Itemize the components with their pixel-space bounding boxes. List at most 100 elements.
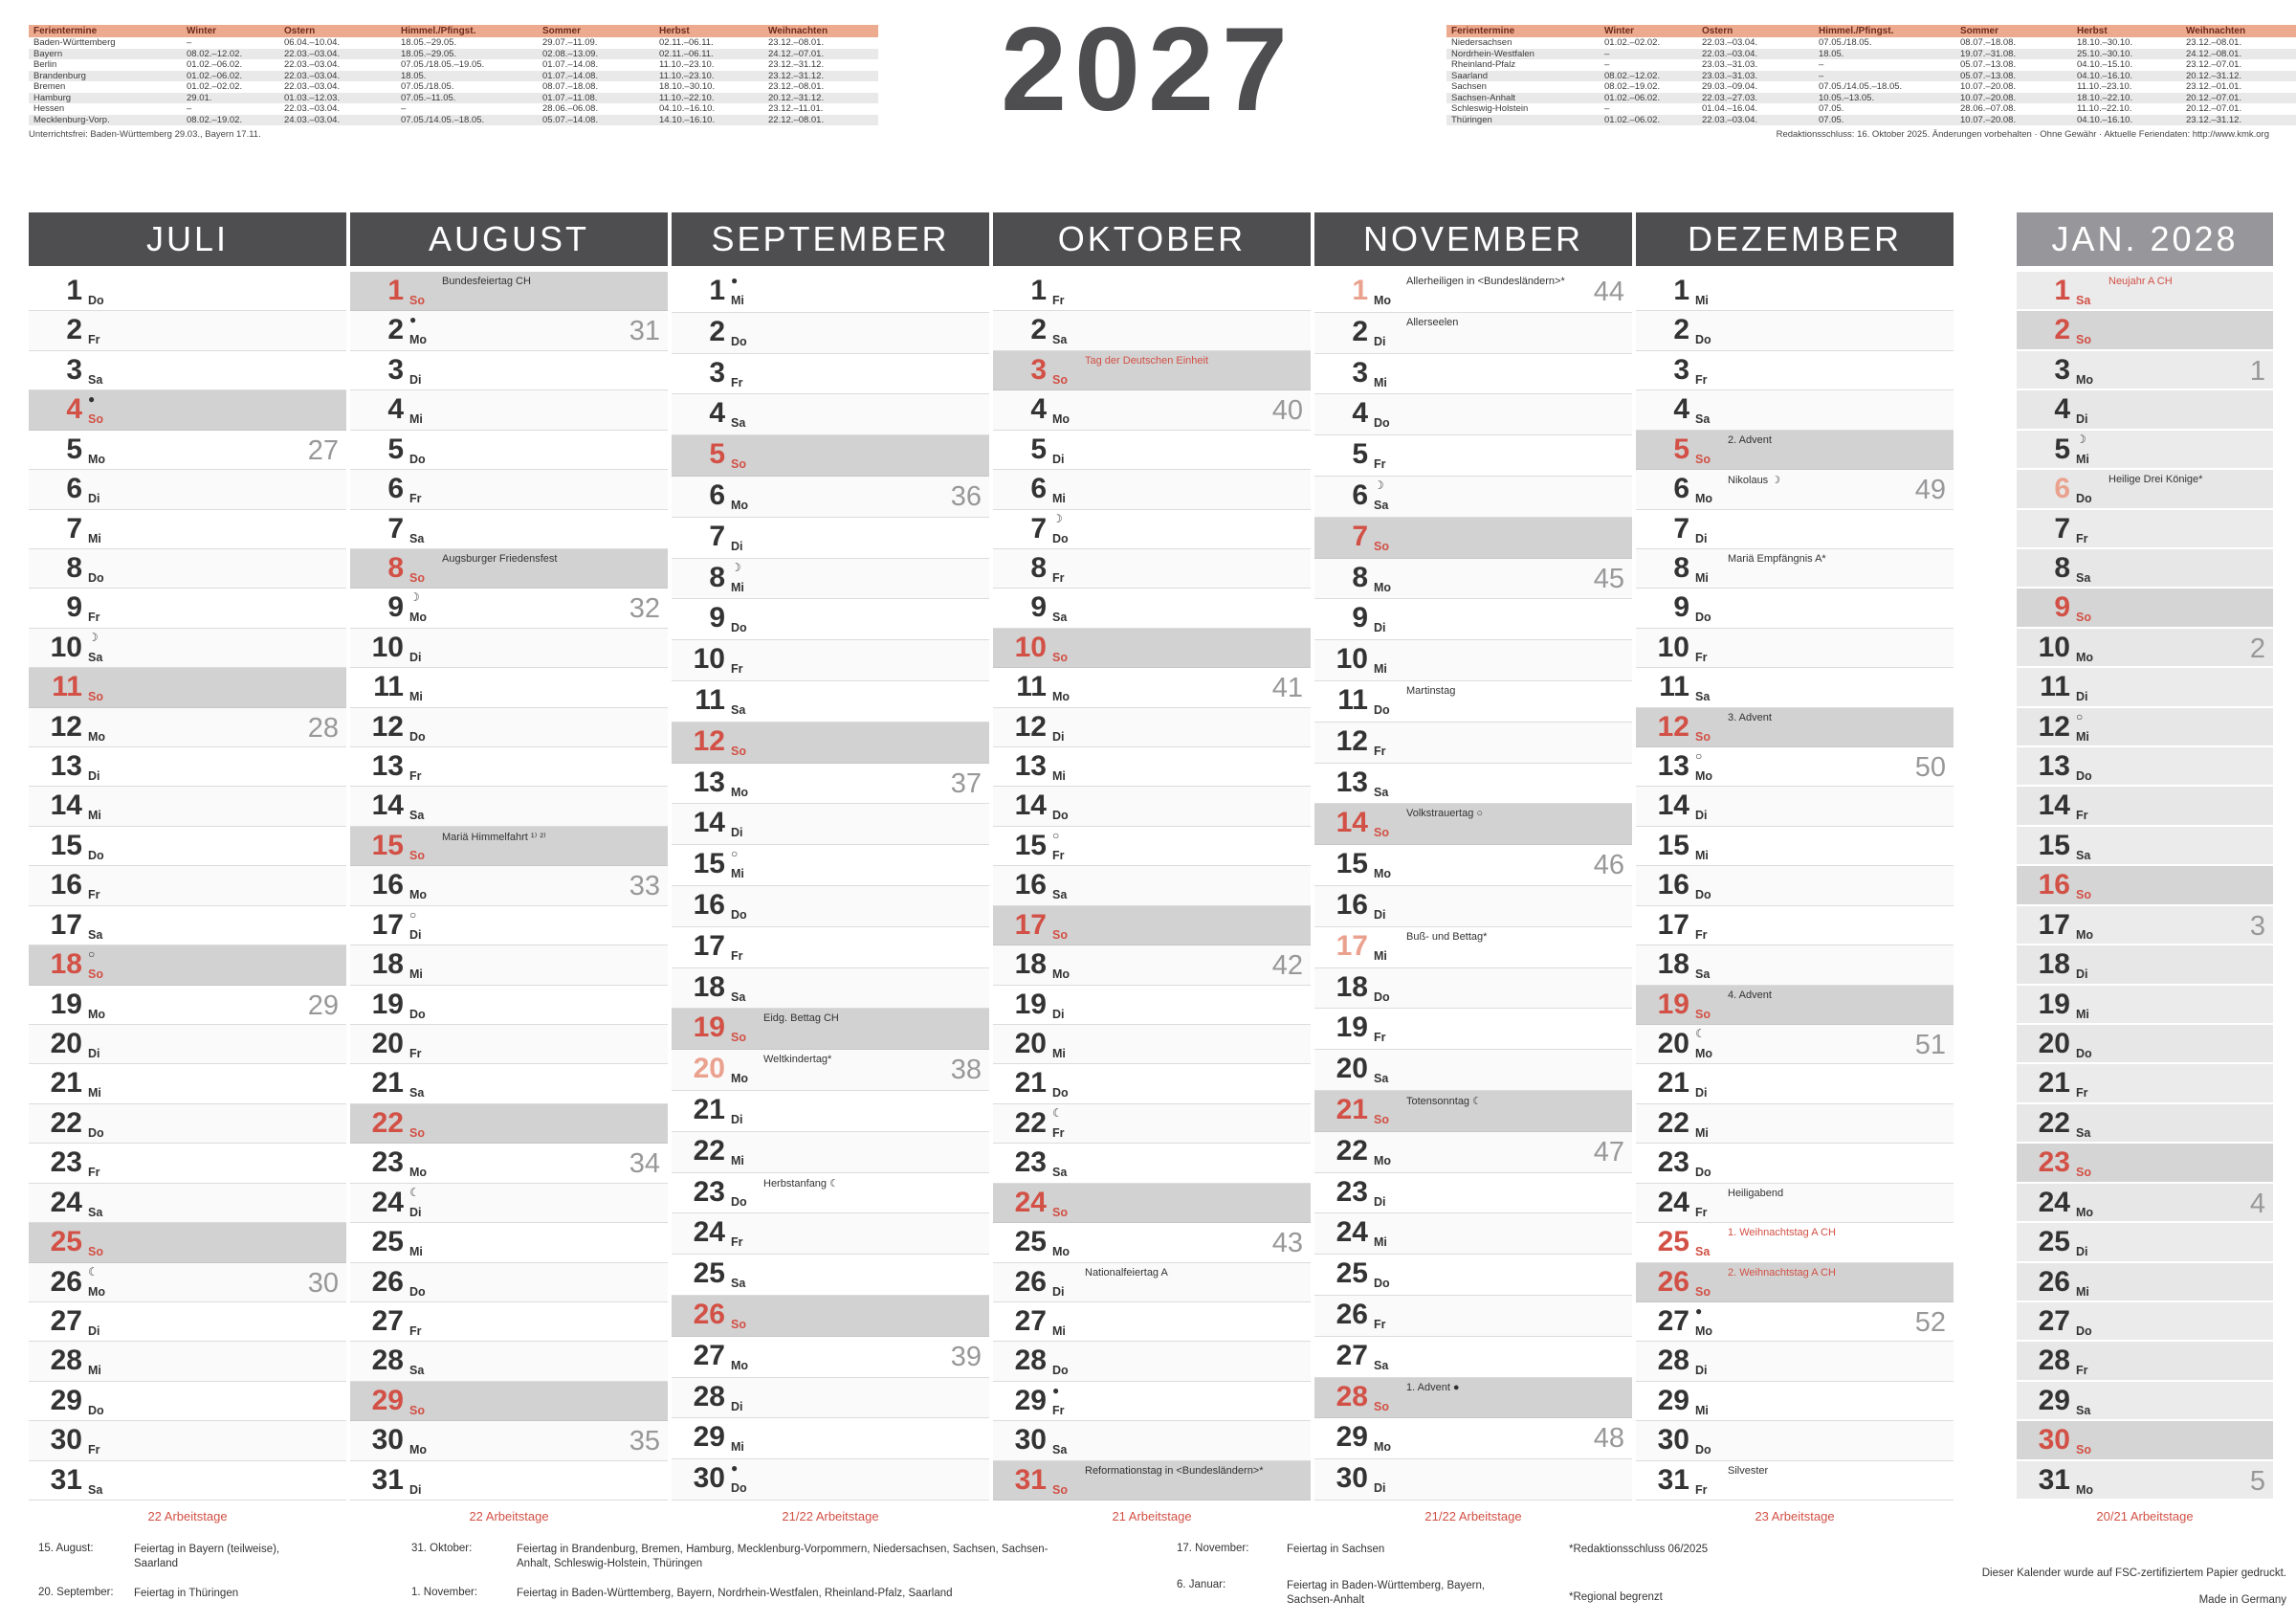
day-number: 23	[1657, 1146, 1689, 1179]
day-number: 12	[1336, 724, 1368, 757]
weekday-abbr: Mo	[731, 785, 749, 799]
weekday-abbr: Mo	[88, 1007, 106, 1021]
weekday-stack: Fr	[1694, 1465, 1727, 1497]
week-number: 3	[2249, 910, 2265, 942]
day-number: 12	[1014, 710, 1047, 743]
weekday-stack: Sa	[2075, 1108, 2108, 1140]
week-number: 34	[629, 1148, 660, 1180]
table-header-cell: Weihnachten	[763, 25, 878, 37]
day-row: 22 Sa	[2017, 1103, 2273, 1145]
day-number: 11	[695, 683, 725, 716]
month-column-november: NOVEMBER 1 Mo Allerheiligen in <Bundeslände…	[1314, 212, 1632, 1501]
week-number: 35	[629, 1426, 660, 1457]
day-row: 21 Di	[672, 1090, 989, 1132]
weekday-abbr: Mo	[409, 888, 428, 902]
day-number: 12	[693, 724, 725, 757]
weekday-stack: So	[1051, 633, 1084, 664]
weekday-stack: Do	[1051, 1068, 1084, 1100]
made-in-germany-note: Made in Germany	[2198, 1594, 2286, 1606]
weekday-stack: Sa	[1051, 1147, 1084, 1179]
day-number: 4	[709, 397, 725, 430]
moon-phase-icon: ☽	[88, 630, 99, 644]
day-row: 24 Mi	[1314, 1213, 1632, 1256]
weekday-abbr: So	[409, 570, 425, 585]
day-number: 26	[2038, 1265, 2070, 1298]
day-row: 12 Fr	[1314, 722, 1632, 764]
day-number: 13	[50, 750, 82, 783]
weekday-stack: Sa	[408, 790, 441, 822]
weekday-stack: So	[1373, 808, 1405, 839]
holiday-range: 07.05./14.05.–18.05.	[396, 114, 538, 125]
weekday-stack: So	[2075, 870, 2108, 901]
day-row: 10 Fr	[672, 640, 989, 681]
weekday-stack: Fr	[1373, 1012, 1405, 1044]
month-header: JULI	[29, 212, 346, 266]
day-number: 26	[1336, 1298, 1368, 1330]
holiday-label: Heiligabend	[1728, 1187, 1784, 1199]
workdays-count: 20/21 Arbeitstage	[2096, 1509, 2194, 1523]
day-number: 11	[373, 671, 404, 703]
day-number: 27	[2038, 1304, 2070, 1337]
week-number: 29	[307, 989, 339, 1021]
day-number: 24	[371, 1186, 404, 1218]
weekday-abbr: Mo	[409, 611, 428, 625]
day-number: 7	[66, 512, 82, 545]
day-number: 9	[1352, 602, 1368, 634]
day-row: 31 Fr Silvester	[1636, 1460, 1954, 1501]
day-row: 17 Mo 3	[2017, 905, 2273, 946]
weekday-stack: Fr	[1694, 1188, 1727, 1219]
weekday-stack: Do	[730, 890, 762, 922]
day-number: 14	[1657, 789, 1689, 822]
week-number: 45	[1593, 563, 1624, 594]
day-row: 15 Mi	[1636, 826, 1954, 867]
weekday-stack: So	[730, 726, 762, 758]
day-row: 14 Mi	[29, 787, 346, 827]
state-name: Saarland	[1446, 70, 1600, 81]
weekday-abbr: So	[731, 1317, 746, 1331]
weekday-stack: Mi	[730, 1422, 762, 1454]
weekday-stack: Di	[87, 751, 120, 783]
day-number: 5	[1673, 433, 1689, 465]
holiday-range: 24.12.–08.01.	[2181, 48, 2296, 59]
table-row: Hamburg 29.01. 01.03.–12.03. 07.05.–11.05. 0…	[29, 92, 878, 103]
weekday-stack: Sa	[408, 1068, 441, 1100]
school-holidays-table-right: Ferientermine Winter Ostern Himmel./Pfingst…	[1446, 25, 2296, 140]
day-number: 22	[2038, 1106, 2070, 1139]
table-header-cell: Winter	[182, 25, 279, 37]
week-number: 44	[1593, 277, 1624, 307]
weekday-stack: Do	[408, 989, 441, 1021]
holiday-range: 29.03.–09.04.	[1702, 81, 1758, 92]
weekday-stack: Di	[1694, 514, 1727, 545]
day-row: 16 Mo 33	[350, 866, 668, 906]
weekday-abbr: Fr	[1695, 1482, 1708, 1497]
weekday-stack: Di	[730, 808, 762, 839]
day-number: 12	[50, 710, 82, 743]
day-row: 10 Mo 2	[2017, 628, 2273, 669]
table-header-cell: Ferientermine	[29, 25, 182, 37]
holiday-label: 2. Advent	[1728, 434, 1772, 446]
weekday-abbr: Mi	[1374, 1235, 1387, 1250]
day-row: 30 ● Do	[672, 1459, 989, 1501]
table-row: Nordrhein-Westfalen –22.03.–03.04. 18.05. 1…	[1446, 48, 2296, 59]
day-row: 26 ☾ Mo 30	[29, 1262, 346, 1302]
table-header-cell: Winter	[1600, 25, 1697, 37]
holiday-range: 08.02.–19.02.	[1604, 81, 1661, 92]
weekday-abbr: So	[1695, 729, 1711, 744]
weekday-abbr: Do	[88, 848, 104, 862]
holiday-range: 22.03.–03.04.	[284, 103, 341, 114]
day-row: 21 So Totensonntag ☾	[1314, 1090, 1632, 1132]
weekday-abbr: Sa	[1052, 888, 1068, 902]
holiday-range: –	[1604, 103, 1610, 114]
weekday-stack: Sa	[1694, 394, 1727, 426]
weekday-abbr: So	[1052, 650, 1068, 664]
weekday-abbr: Mi	[1052, 1047, 1066, 1061]
weekday-abbr: So	[1374, 1399, 1389, 1413]
day-row: 26 So 2. Weihnachtstag A CH	[1636, 1262, 1954, 1302]
day-number: 13	[371, 750, 404, 783]
holiday-range: 18.10.–22.10.	[2072, 92, 2181, 103]
weekday-stack: Do	[1373, 398, 1405, 430]
weekday-stack: Mi	[1051, 1306, 1084, 1338]
weekday-stack: ○ Fr	[1051, 830, 1084, 862]
weekday-abbr: Mo	[2076, 650, 2094, 664]
day-row: 16 Fr	[29, 866, 346, 906]
